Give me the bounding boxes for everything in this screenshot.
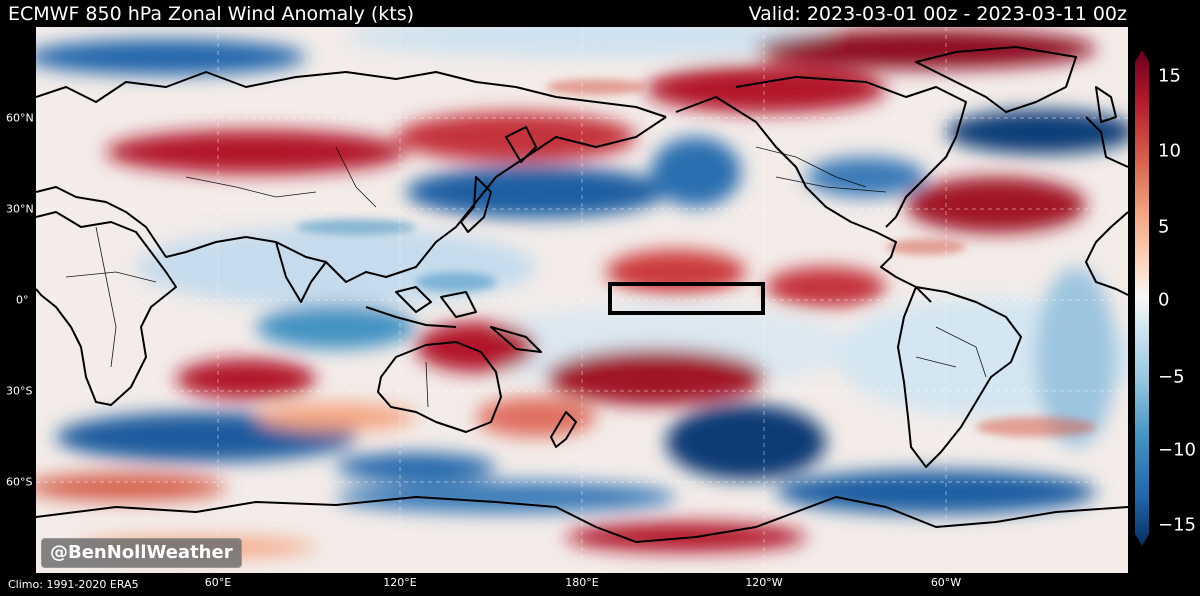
lon-label-60e: 60°E [204,576,232,589]
author-watermark: @BenNollWeather [41,538,242,568]
colorbar-tick-neg10: −10 [1158,439,1196,461]
colorbar-tick-neg15: −15 [1158,514,1196,536]
lat-label-60s: 60°S [6,475,33,489]
lon-label-60w: 60°W [930,576,962,589]
climatology-note: Climo: 1991-2020 ERA5 [8,578,139,591]
lon-label-120w: 120°W [745,576,783,589]
colorbar-tick-15: 15 [1158,65,1181,87]
valid-time-range: Valid: 2023-03-01 00z - 2023-03-11 00z [748,3,1127,25]
colorbar-tick-neg5: −5 [1158,366,1185,388]
colorbar-tick-0: 0 [1158,289,1170,311]
lat-label-30s: 30°S [6,384,33,398]
map-title: ECMWF 850 hPa Zonal Wind Anomaly (kts) [8,3,415,25]
colorbar [1135,50,1149,546]
highlight-region-box [608,282,765,315]
lon-label-180e: 180°E [565,576,599,589]
colorbar-tick-5: 5 [1158,216,1170,238]
lat-label-equator: 0° [16,293,29,307]
anomaly-field [36,27,1128,573]
lon-label-120e: 120°E [383,576,417,589]
coastlines [36,46,1128,543]
colorbar-tick-10: 10 [1158,140,1181,162]
anomaly-map [36,27,1128,573]
lat-label-30n: 30°N [6,202,34,216]
lat-label-60n: 60°N [6,111,34,125]
